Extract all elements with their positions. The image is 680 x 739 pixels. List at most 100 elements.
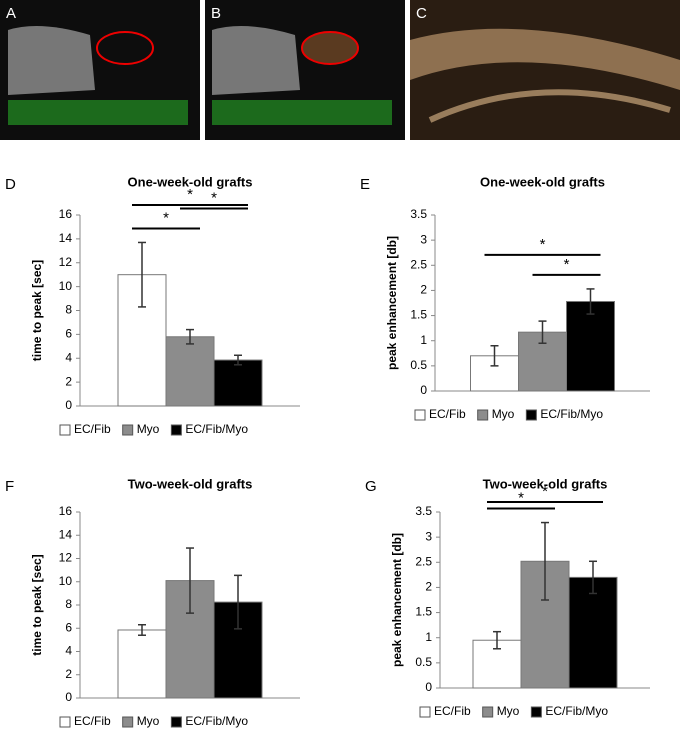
y-tick-label: 3: [425, 529, 432, 543]
significance-star: *: [518, 490, 524, 507]
y-tick-label: 3.5: [415, 504, 432, 518]
y-tick-label: 1: [425, 630, 432, 644]
chart-title: Two-week-old grafts: [483, 476, 608, 491]
y-axis-label: peak enhancement [db]: [390, 533, 404, 667]
y-tick-label: 14: [59, 527, 73, 541]
y-tick-label: 12: [59, 551, 73, 565]
y-tick-label: 16: [59, 207, 73, 221]
legend-label: EC/Fib/Myo: [540, 407, 603, 421]
y-tick-label: 8: [65, 303, 72, 317]
y-tick-label: 3: [420, 232, 427, 246]
y-axis-label: time to peak [sec]: [30, 554, 44, 655]
y-tick-label: 16: [59, 504, 73, 518]
significance-star: *: [564, 256, 570, 273]
chart-title: One-week-old grafts: [480, 174, 605, 189]
legend-label: EC/Fib/Myo: [185, 714, 248, 728]
error-bar: [589, 560, 597, 595]
error-bar: [490, 344, 499, 367]
legend-label: Myo: [492, 407, 515, 421]
error-bar: [138, 241, 146, 308]
bar: [165, 336, 215, 407]
legend-label: EC/Fib/Myo: [185, 422, 248, 436]
chart-title: One-week-old grafts: [128, 174, 253, 189]
legend-label: EC/Fib: [429, 407, 466, 421]
y-tick-label: 2: [65, 667, 72, 681]
legend-label: Myo: [137, 422, 160, 436]
y-axis-label: time to peak [sec]: [30, 260, 44, 361]
y-tick-label: 4: [65, 644, 72, 658]
legend-label: EC/Fib/Myo: [545, 704, 608, 718]
legend-swatch: [122, 424, 134, 436]
y-tick-label: 2: [425, 580, 432, 594]
legend-swatch: [530, 706, 542, 718]
error-bar: [538, 320, 547, 344]
significance-star: *: [163, 209, 169, 226]
legend-swatch: [482, 706, 494, 718]
y-tick-label: 2.5: [415, 554, 432, 568]
y-tick-label: 3.5: [410, 207, 427, 221]
panel-label: A: [6, 5, 16, 22]
y-tick-label: 1.5: [410, 308, 427, 322]
y-tick-label: 0.5: [415, 655, 432, 669]
significance-star: *: [211, 189, 217, 206]
error-bar: [234, 574, 242, 630]
legend-label: EC/Fib: [74, 422, 111, 436]
legend-swatch: [59, 424, 71, 436]
y-tick-label: 2: [420, 283, 427, 297]
image-panel-c: [410, 0, 680, 140]
legend-label: Myo: [497, 704, 520, 718]
image-panel-a: [0, 0, 200, 140]
bar: [568, 576, 618, 689]
y-tick-label: 0: [425, 680, 432, 694]
y-tick-label: 6: [65, 620, 72, 634]
significance-star: *: [540, 236, 546, 253]
legend-label: Myo: [137, 714, 160, 728]
image-panel-b: [205, 0, 405, 140]
error-bar: [138, 624, 146, 636]
legend-swatch: [477, 409, 489, 421]
y-tick-label: 6: [65, 327, 72, 341]
significance-star: *: [542, 483, 548, 500]
panel-label: D: [5, 176, 16, 193]
error-bar: [186, 547, 194, 614]
error-bar: [493, 630, 501, 650]
y-tick-label: 1: [420, 333, 427, 347]
y-tick-label: 12: [59, 255, 73, 269]
bar: [566, 300, 615, 392]
legend-swatch: [414, 409, 426, 421]
y-tick-label: 0: [420, 383, 427, 397]
significance-star: *: [187, 186, 193, 203]
panel-label: G: [365, 478, 377, 495]
y-tick-label: 0: [65, 690, 72, 704]
legend-swatch: [170, 424, 182, 436]
y-axis-label: peak enhancement [db]: [385, 236, 399, 370]
error-bar: [541, 521, 549, 601]
legend-swatch: [419, 706, 431, 718]
bar: [117, 629, 167, 699]
y-tick-label: 8: [65, 597, 72, 611]
y-tick-label: 0: [65, 398, 72, 412]
panel-label: E: [360, 176, 370, 193]
error-bar: [234, 354, 242, 366]
legend-label: EC/Fib: [74, 714, 111, 728]
panel-label: B: [211, 5, 221, 22]
legend-swatch: [525, 409, 537, 421]
y-tick-label: 1.5: [415, 605, 432, 619]
legend-label: EC/Fib: [434, 704, 471, 718]
panel-label: C: [416, 5, 427, 22]
y-tick-label: 14: [59, 231, 73, 245]
legend-swatch: [59, 716, 71, 728]
y-tick-label: 10: [59, 574, 73, 588]
y-tick-label: 10: [59, 279, 73, 293]
panel-label: F: [5, 478, 14, 495]
y-tick-label: 4: [65, 350, 72, 364]
legend-swatch: [122, 716, 134, 728]
y-tick-label: 2: [65, 374, 72, 388]
error-bar: [586, 288, 595, 315]
legend-swatch: [170, 716, 182, 728]
error-bar: [186, 328, 194, 345]
bar: [213, 359, 263, 407]
y-tick-label: 2.5: [410, 257, 427, 271]
chart-title: Two-week-old grafts: [128, 476, 253, 491]
